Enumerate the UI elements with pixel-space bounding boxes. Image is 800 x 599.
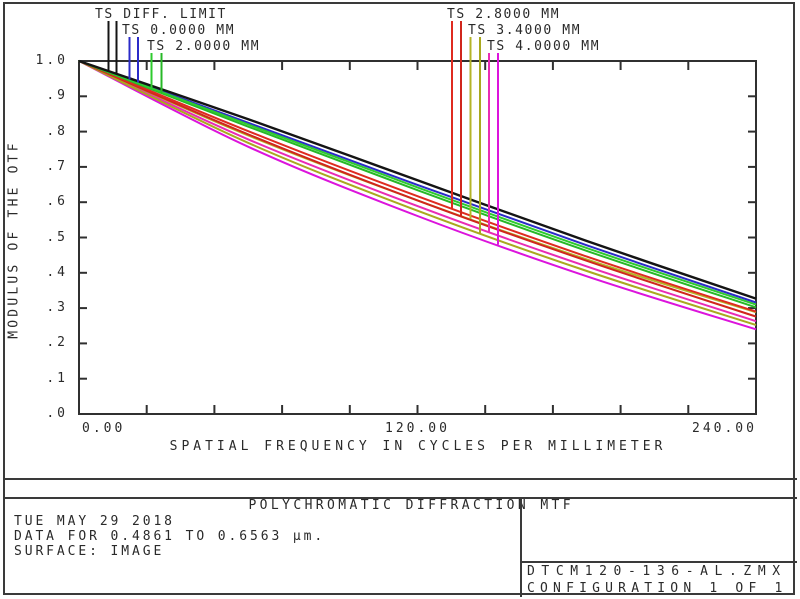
mtf-curve-5 [78, 60, 757, 318]
y-tick-label: .1 [46, 370, 68, 386]
y-tick-label: .2 [46, 335, 68, 351]
chart-title-band: POLYCHROMATIC DIFFRACTION MTF [3, 478, 797, 513]
footer-timestamp: TUE MAY 29 2018 [14, 514, 175, 529]
mtf-curve-2 [78, 60, 757, 306]
y-tick-label: .4 [46, 264, 68, 280]
legend-label-field-2mm: TS 2.0000 MM [147, 39, 261, 54]
legend-label-field-4mm: TS 4.0000 MM [487, 39, 601, 54]
mtf-curve-1 [78, 60, 757, 304]
footer-lens-file: DTCM120-136-AL.ZMX [527, 564, 787, 579]
mtf-curve-9 [78, 60, 757, 331]
mtf-curve-0 [78, 59, 757, 300]
legend-label-field-2p8mm: TS 2.8000 MM [447, 7, 561, 22]
legend-label-field-3p4mm: TS 3.4000 MM [468, 23, 582, 38]
footer-configuration: CONFIGURATION 1 OF 1 [527, 581, 788, 596]
x-tick-label-240: 240.00 [692, 421, 757, 436]
y-tick-label: .5 [46, 229, 68, 245]
report-outer-border [3, 2, 795, 595]
chart-title: POLYCHROMATIC DIFFRACTION MTF [248, 498, 575, 513]
x-tick-label-120: 120.00 [385, 421, 450, 436]
y-tick-label: .3 [46, 300, 68, 316]
y-tick-label: .0 [46, 406, 68, 421]
footer-surface: SURFACE: IMAGE [14, 544, 165, 559]
y-tick-label: 1.0 [35, 53, 68, 68]
legend-label-field-0mm: TS 0.0000 MM [122, 23, 236, 38]
y-tick-label: .8 [46, 123, 68, 139]
y-tick-label: .9 [46, 88, 68, 104]
footer-data-range: DATA FOR 0.4861 TO 0.6563 µm. [14, 529, 326, 544]
mtf-plot-canvas [78, 21, 757, 415]
y-tick-label: .6 [46, 194, 68, 210]
mtf-curve-7 [78, 60, 757, 326]
mtf-curve-8 [78, 60, 757, 323]
footer-vertical-divider [520, 497, 522, 597]
mtf-curve-3 [78, 60, 757, 309]
x-axis-title: SPATIAL FREQUENCY IN CYCLES PER MILLIMET… [169, 439, 667, 454]
y-tick-label: .7 [46, 158, 68, 174]
footer-horizontal-divider [522, 561, 797, 563]
x-tick-label-0: 0.00 [82, 421, 126, 436]
mtf-curve-4 [78, 60, 757, 313]
legend-label-diff-limit: TS DIFF. LIMIT [95, 7, 227, 22]
